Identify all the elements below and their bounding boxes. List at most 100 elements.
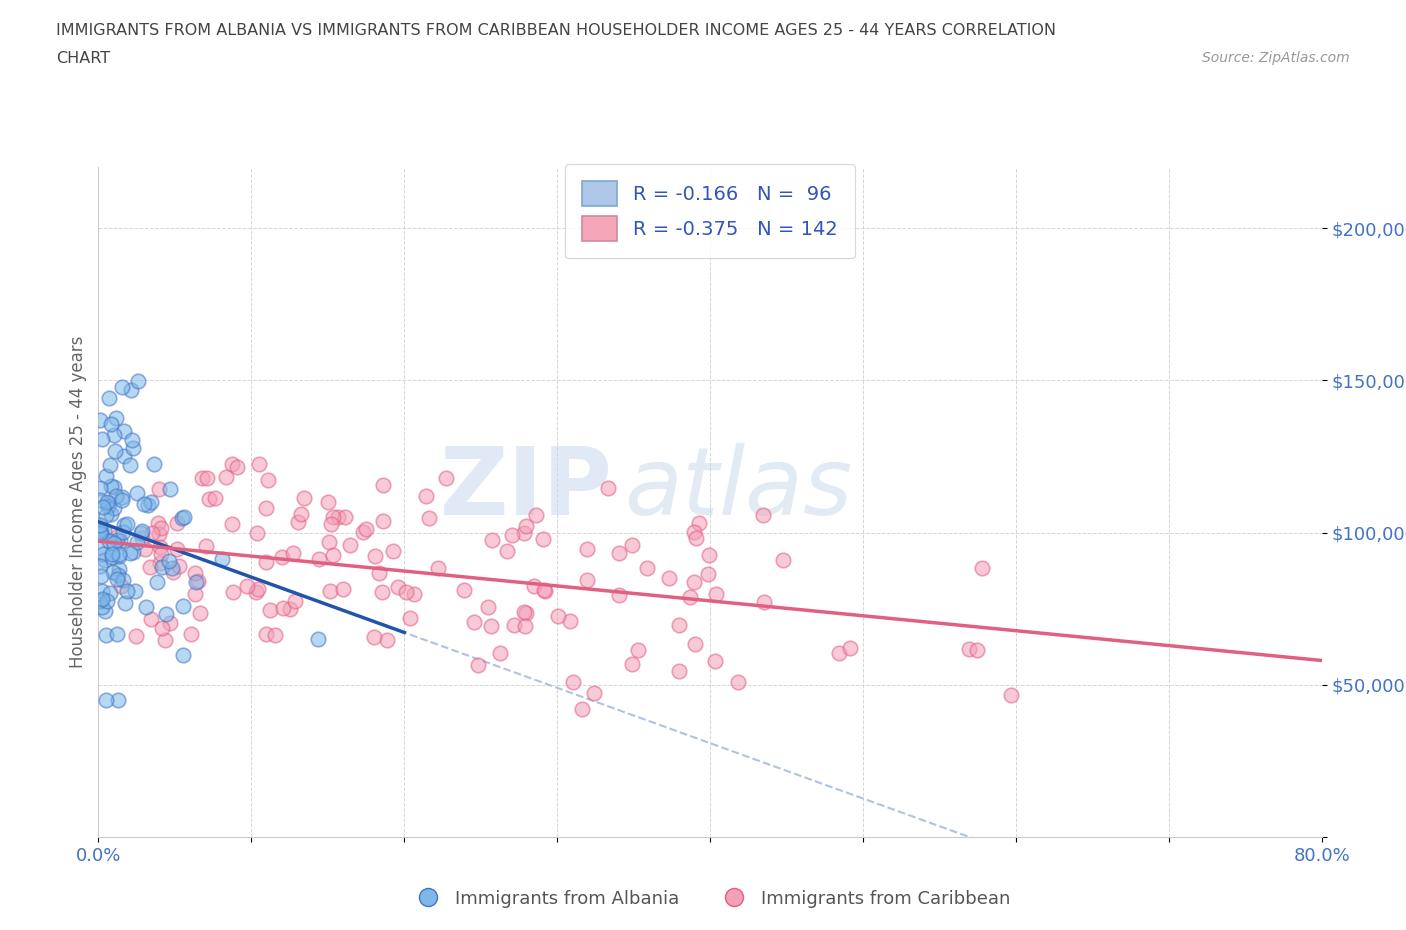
Point bbox=[371, 513, 394, 528]
Point bbox=[363, 630, 385, 644]
Point bbox=[146, 515, 169, 530]
Point bbox=[839, 641, 862, 656]
Point bbox=[101, 550, 124, 565]
Point bbox=[368, 565, 391, 580]
Point bbox=[371, 477, 394, 492]
Point bbox=[148, 481, 170, 496]
Point bbox=[515, 605, 537, 620]
Point bbox=[307, 632, 329, 647]
Point bbox=[283, 545, 305, 560]
Point bbox=[254, 554, 277, 569]
Point bbox=[93, 552, 115, 567]
Point bbox=[1000, 687, 1022, 702]
Point bbox=[697, 566, 720, 581]
Point bbox=[375, 632, 398, 647]
Point bbox=[124, 583, 146, 598]
Point bbox=[101, 547, 124, 562]
Point bbox=[257, 472, 280, 487]
Point bbox=[166, 542, 188, 557]
Point bbox=[515, 619, 537, 634]
Point bbox=[333, 509, 356, 524]
Point bbox=[107, 568, 129, 583]
Point bbox=[121, 433, 143, 448]
Point bbox=[105, 572, 128, 587]
Point bbox=[91, 583, 114, 598]
Point bbox=[98, 496, 121, 511]
Point bbox=[319, 583, 342, 598]
Point bbox=[828, 645, 851, 660]
Point bbox=[94, 604, 117, 618]
Point bbox=[571, 702, 593, 717]
Point bbox=[513, 604, 536, 619]
Point bbox=[104, 488, 127, 503]
Point bbox=[173, 510, 195, 525]
Point bbox=[110, 578, 132, 593]
Point bbox=[679, 590, 702, 604]
Point bbox=[752, 594, 775, 609]
Point bbox=[89, 593, 111, 608]
Point bbox=[195, 471, 218, 485]
Point bbox=[111, 379, 134, 394]
Point bbox=[354, 522, 377, 537]
Point bbox=[620, 657, 643, 671]
Point bbox=[97, 391, 120, 405]
Point bbox=[159, 616, 181, 631]
Point bbox=[254, 626, 277, 641]
Point bbox=[134, 497, 156, 512]
Point bbox=[96, 495, 118, 510]
Point bbox=[114, 596, 136, 611]
Point bbox=[436, 471, 458, 485]
Point bbox=[90, 569, 112, 584]
Point bbox=[668, 664, 690, 679]
Point bbox=[283, 593, 305, 608]
Point bbox=[162, 565, 184, 579]
Point bbox=[278, 602, 301, 617]
Point bbox=[89, 559, 111, 574]
Point bbox=[112, 448, 135, 463]
Point bbox=[108, 534, 131, 549]
Point bbox=[121, 544, 143, 559]
Point bbox=[627, 643, 650, 658]
Point bbox=[107, 693, 129, 708]
Point bbox=[190, 605, 212, 620]
Point bbox=[290, 507, 312, 522]
Point bbox=[160, 561, 183, 576]
Point bbox=[112, 517, 135, 532]
Point bbox=[387, 579, 409, 594]
Point bbox=[172, 599, 194, 614]
Point bbox=[172, 511, 194, 525]
Point bbox=[254, 500, 277, 515]
Point bbox=[120, 383, 142, 398]
Point bbox=[89, 525, 111, 540]
Point bbox=[91, 547, 114, 562]
Point bbox=[463, 615, 485, 630]
Point bbox=[415, 489, 437, 504]
Point bbox=[157, 553, 180, 568]
Point bbox=[118, 458, 141, 472]
Point bbox=[90, 524, 112, 538]
Point bbox=[146, 575, 169, 590]
Point bbox=[91, 500, 114, 515]
Point bbox=[191, 471, 214, 485]
Point bbox=[150, 559, 173, 574]
Point bbox=[89, 526, 111, 541]
Point bbox=[150, 620, 173, 635]
Point bbox=[533, 582, 555, 597]
Point bbox=[112, 424, 135, 439]
Point bbox=[246, 525, 269, 540]
Point bbox=[100, 478, 122, 493]
Point bbox=[259, 603, 281, 618]
Point bbox=[453, 582, 475, 597]
Point bbox=[704, 654, 727, 669]
Point bbox=[104, 444, 127, 458]
Point bbox=[134, 541, 156, 556]
Point bbox=[562, 675, 585, 690]
Point bbox=[668, 618, 690, 632]
Point bbox=[245, 584, 267, 599]
Point bbox=[479, 618, 502, 633]
Point bbox=[141, 612, 163, 627]
Point bbox=[180, 627, 202, 642]
Point bbox=[94, 693, 117, 708]
Point bbox=[271, 550, 294, 565]
Point bbox=[107, 528, 129, 543]
